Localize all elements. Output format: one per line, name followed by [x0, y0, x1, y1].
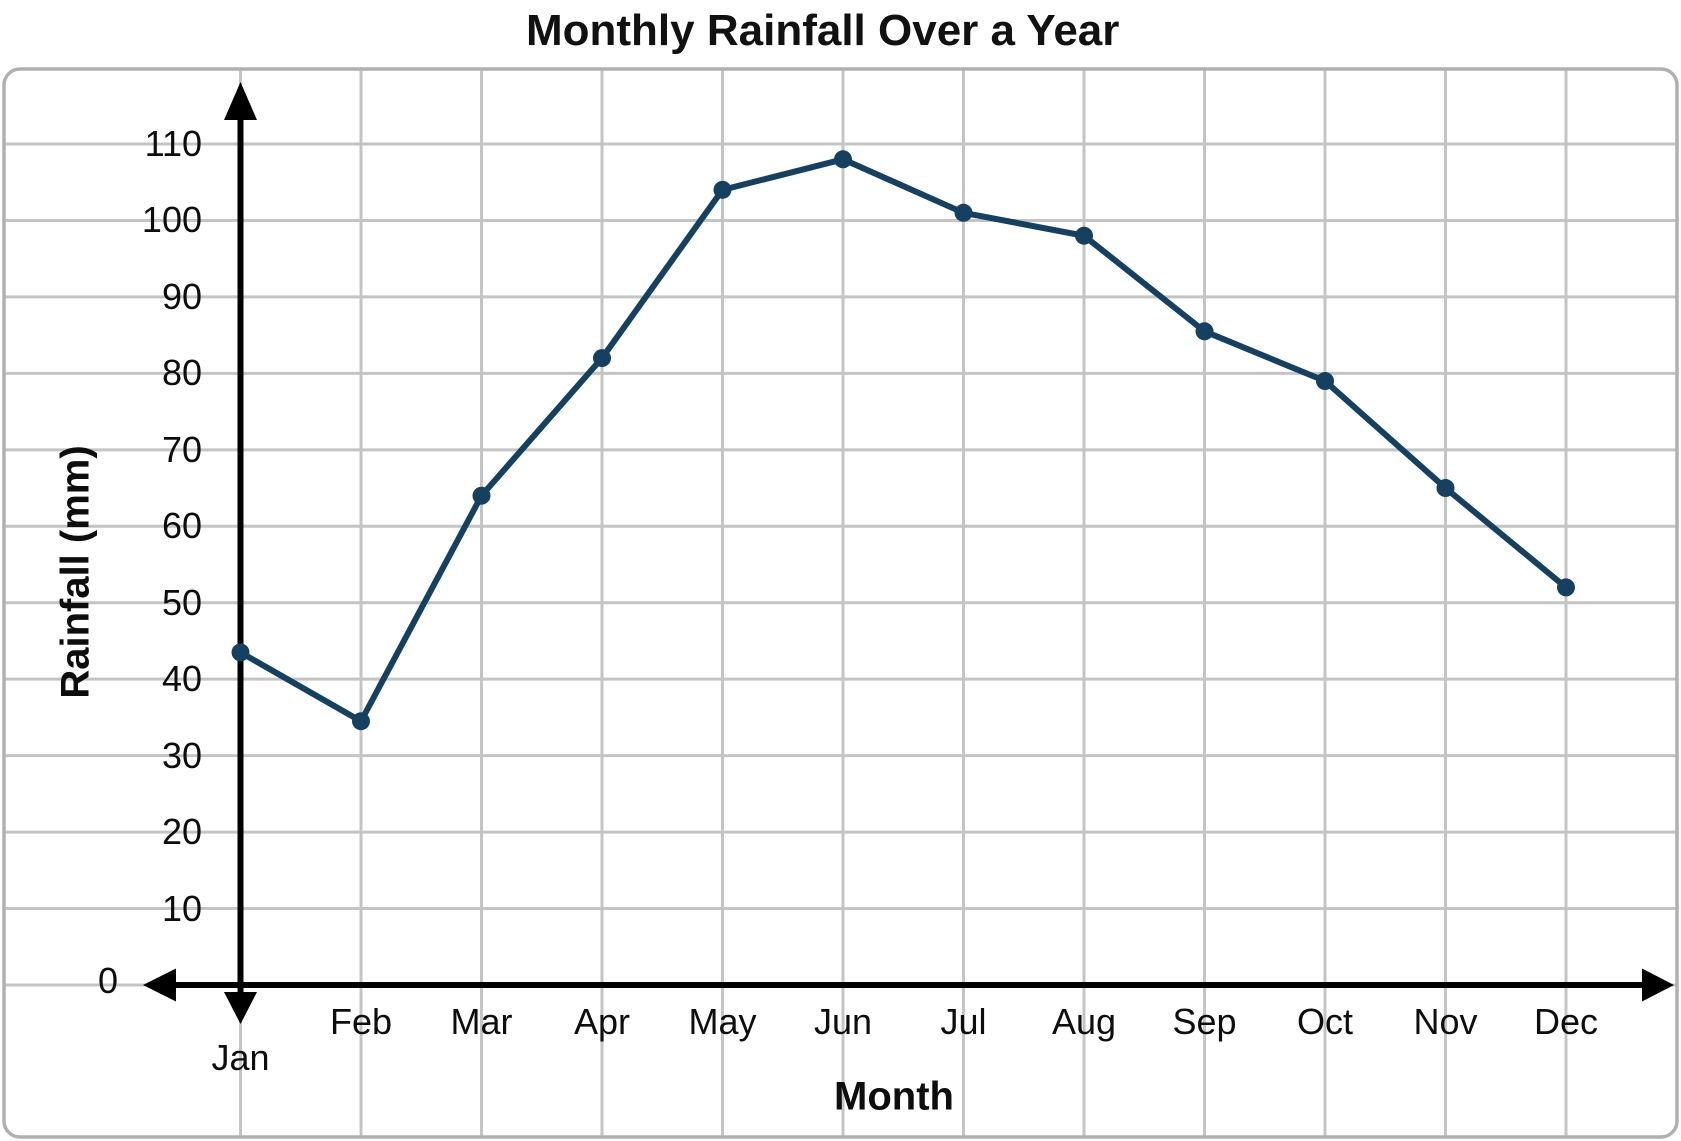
data-point [1557, 578, 1575, 597]
data-point [1316, 372, 1334, 391]
y-tick-label: 70 [161, 428, 202, 470]
data-point [1075, 226, 1093, 245]
x-tick-label: Sep [1172, 1001, 1237, 1042]
x-axis-right-arrow-icon [1642, 968, 1674, 1002]
x-tick-label: Feb [329, 1001, 393, 1042]
data-point [352, 712, 370, 731]
y-tick-label: 110 [144, 122, 202, 164]
data-point [1195, 322, 1214, 341]
x-tick-label: Jan [211, 1037, 270, 1078]
data-point [834, 150, 852, 169]
y-tick-label: 0 [97, 960, 118, 1001]
x-tick-label: May [688, 1001, 757, 1042]
y-tick-label: 30 [161, 734, 202, 776]
y-tick-label: 80 [161, 352, 202, 394]
data-point [954, 203, 973, 222]
rainfall-series-line [237, 156, 1569, 725]
data-point [472, 486, 491, 505]
x-tick-label: Oct [1296, 1001, 1354, 1042]
data-point [1436, 479, 1455, 498]
y-tick-label: 60 [161, 505, 202, 547]
x-tick-label: Apr [573, 1001, 631, 1042]
chart-title: Monthly Rainfall Over a Year [525, 6, 1120, 55]
y-axis-title: Rainfall (mm) [53, 445, 98, 699]
y-tick-label: 50 [161, 581, 202, 623]
x-tick-label: Jul [940, 1001, 987, 1042]
y-axis-up-arrow-icon [224, 82, 257, 120]
y-tick-label: 10 [161, 887, 202, 929]
x-tick-label: Nov [1413, 1001, 1478, 1042]
x-tick-label: Dec [1533, 1001, 1599, 1042]
y-tick-label: 90 [161, 275, 202, 317]
y-axis-down-arrow-icon [224, 992, 257, 1024]
data-point [231, 643, 250, 662]
x-tick-label: Jun [813, 1001, 873, 1042]
y-tick-label: 20 [161, 811, 202, 853]
x-tick-label: Aug [1051, 1001, 1117, 1042]
x-tick-label: Mar [450, 1001, 513, 1042]
x-axis-left-arrow-icon [143, 968, 176, 1002]
chart-frame [2, 67, 1679, 1139]
data-point [593, 349, 611, 368]
data-point [713, 180, 732, 199]
y-tick-label: 100 [141, 199, 202, 241]
y-tick-label: 40 [161, 658, 202, 700]
x-axis-title: Month [834, 1074, 954, 1119]
